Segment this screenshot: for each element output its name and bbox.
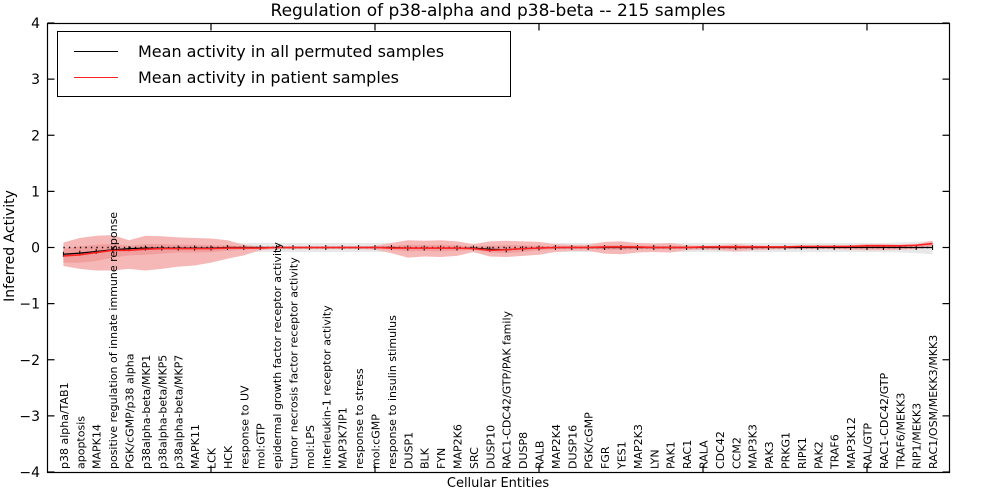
x-category-label: response to UV: [238, 385, 251, 469]
x-category-label: RALA: [698, 440, 711, 469]
legend: Mean activity in all permuted samples Me…: [57, 31, 511, 97]
x-category-label: PGK/cGMP: [583, 412, 596, 469]
legend-label-patient: Mean activity in patient samples: [138, 67, 399, 87]
x-category-label: CDC42: [714, 431, 727, 469]
x-category-label: mol:cGMP: [370, 414, 383, 469]
x-category-label: DUSP16: [566, 425, 579, 469]
x-category-label: tumor necrosis factor receptor activity: [288, 257, 301, 469]
x-category-label: RALB: [534, 441, 547, 469]
x-category-label: apoptosis: [74, 416, 87, 469]
x-category-label: p38alpha-beta/MKP1: [140, 355, 153, 469]
x-category-label: MAP3K7IP1: [337, 407, 350, 469]
chart-title: Regulation of p38-alpha and p38-beta -- …: [270, 1, 726, 21]
x-axis-label: Cellular Entities: [446, 476, 550, 491]
x-category-label: p38alpha-beta/MKP5: [156, 355, 169, 469]
permuted-line-swatch: [74, 50, 118, 52]
y-tick-label: 1: [31, 184, 40, 200]
x-category-label: FYN: [435, 448, 448, 469]
x-category-label: RIP1/MEKK3: [911, 403, 924, 469]
x-category-label: TRAF6: [829, 434, 842, 470]
x-category-label: BLK: [419, 447, 432, 469]
x-category-label: RAC1-CDC42/GTP/PAK family: [501, 310, 514, 469]
x-category-label: DUSP8: [517, 432, 530, 469]
y-tick-label: 2: [31, 128, 40, 144]
patient-mean-line: [63, 242, 933, 257]
x-category-label: MAP3K12: [845, 417, 858, 469]
x-category-label: DUSP1: [402, 432, 415, 469]
x-category-label: PAK1: [665, 441, 678, 469]
y-tick-label: 4: [31, 16, 40, 32]
x-category-label: LCK: [206, 447, 219, 469]
x-category-label: MAP2K4: [550, 424, 563, 469]
x-category-label: FGR: [599, 446, 612, 469]
y-tick-label: 0: [31, 241, 40, 257]
patient-line-swatch: [74, 76, 118, 78]
x-category-label: p38 alpha/TAB1: [58, 382, 71, 469]
y-tick-label: −1: [19, 297, 40, 313]
x-category-label: mol:GTP: [255, 423, 268, 469]
x-category-label: MAP2K3: [632, 424, 645, 469]
x-category-label: mol:LPS: [304, 425, 317, 469]
y-tick-label: −4: [19, 465, 40, 481]
x-category-label: RIPK1: [796, 437, 809, 469]
x-category-label: RAC1: [681, 440, 694, 469]
x-category-label: MAPK11: [189, 424, 202, 469]
x-category-label: TRAF6/MEKK3: [894, 393, 907, 470]
x-category-label: MAP2K6: [452, 424, 465, 469]
x-category-label: epidermal growth factor receptor activit…: [271, 242, 284, 469]
x-category-label: response to stress: [353, 368, 366, 469]
y-tick-label: 3: [31, 72, 40, 88]
x-category-label: DUSP10: [484, 425, 497, 469]
x-category-label: RAL/GTP: [862, 423, 875, 469]
x-category-label: positive regulation of innate immune res…: [107, 212, 120, 469]
x-category-label: MAP3K3: [747, 424, 760, 469]
x-category-label: PAK2: [812, 441, 825, 469]
x-category-label: HCK: [222, 445, 235, 469]
legend-item-permuted: Mean activity in all permuted samples: [58, 38, 510, 64]
x-category-label: MAPK14: [91, 424, 104, 469]
x-category-label: p38alpha-beta/MKP7: [173, 355, 186, 469]
y-tick-label: −2: [19, 353, 40, 369]
x-category-label: RAC1/OSM/MEKK3/MKK3: [927, 335, 940, 469]
x-category-label: YES1: [616, 441, 629, 470]
x-category-label: SRC: [468, 447, 481, 469]
legend-label-permuted: Mean activity in all permuted samples: [138, 41, 445, 61]
patient_outer_band-band: [63, 235, 933, 271]
legend-item-patient: Mean activity in patient samples: [58, 64, 510, 90]
x-category-label: PGK/cGMP/p38 alpha: [124, 354, 137, 469]
y-axis-label: Inferred Activity: [2, 190, 18, 302]
x-category-label: LYN: [648, 449, 661, 469]
x-category-label: response to insulin stimulus: [386, 315, 399, 469]
x-category-label: CCM2: [730, 437, 743, 469]
x-category-label: PRKG1: [780, 432, 793, 469]
x-category-label: interleukin-1 receptor activity: [320, 305, 333, 469]
x-category-label: RAC1-CDC42/GTP: [878, 372, 891, 469]
x-category-label: PAK3: [763, 441, 776, 469]
y-tick-label: −3: [19, 409, 40, 425]
